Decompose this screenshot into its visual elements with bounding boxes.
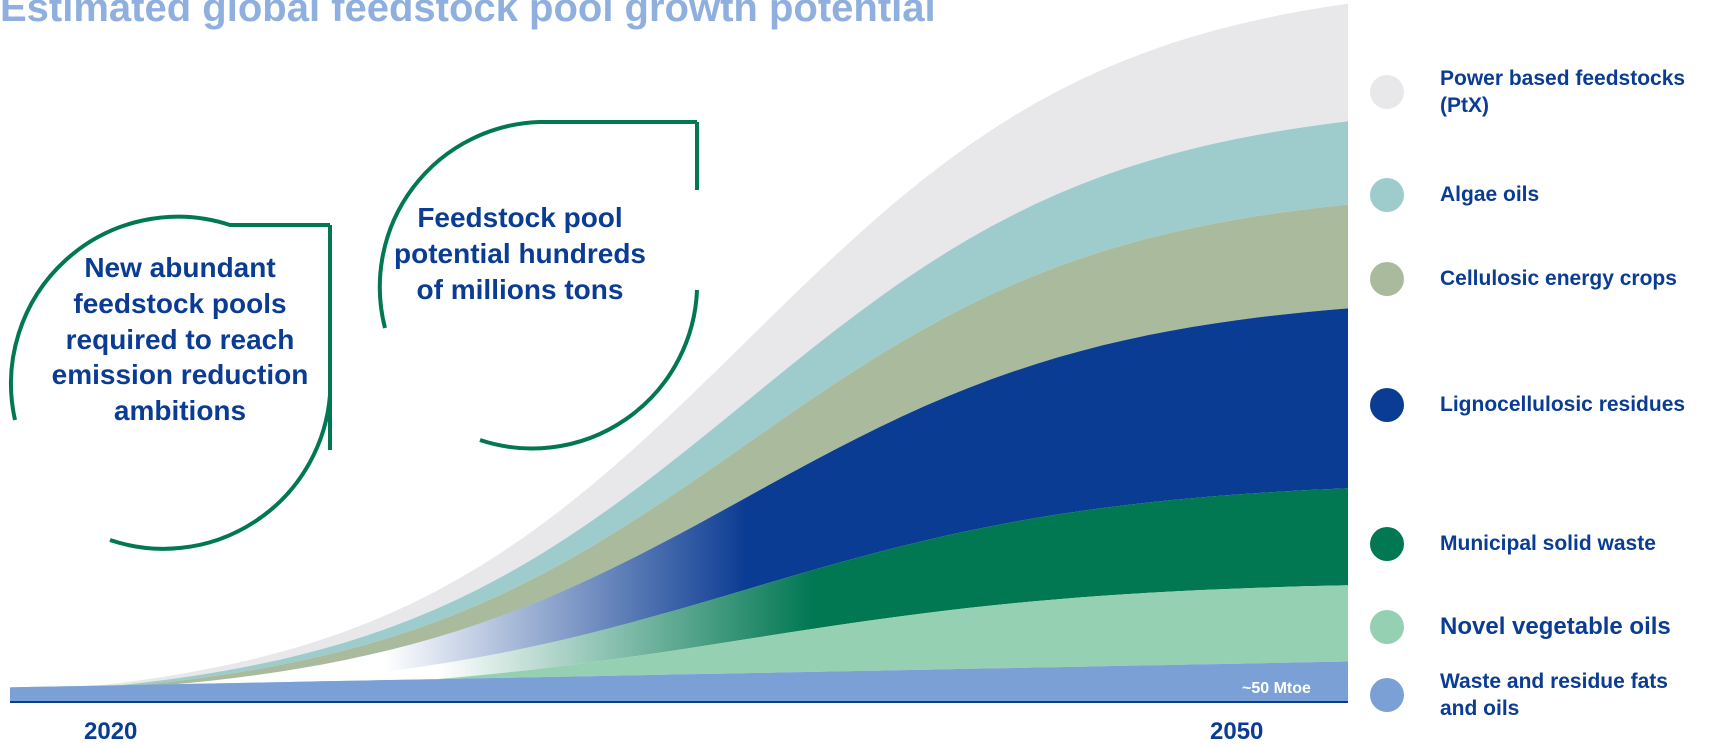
legend-item-msw: Municipal solid waste (1370, 527, 1690, 561)
legend-label: Lignocellulosic residues (1440, 393, 1686, 417)
circle-icon (1370, 75, 1404, 110)
legend-label: Novel vegetable oils (1440, 613, 1671, 641)
area-municipal-solid-waste (10, 488, 1348, 696)
annotation-50-mtoe: ~50 Mtoe (1242, 680, 1311, 697)
x-tick-2050: 2050 (1210, 718, 1264, 745)
callout-new-feedstock-pools: New abundant feedstock pools required to… (51, 252, 309, 427)
legend-item-lignocellulosic: Lignocellulosic residues (1370, 388, 1690, 422)
x-tick-2020: 2020 (84, 718, 138, 745)
legend-item-ptx: Power based feedstocks (PtX) (1370, 65, 1690, 120)
legend: Power based feedstocks (PtX) Algae oils … (1370, 0, 1721, 744)
area-series-group (10, 3, 1348, 702)
area-power-based-feedstocks-ptx (10, 3, 1348, 695)
circle-icon (1370, 678, 1404, 713)
chart-title: Estimated global feedstock pool growth p… (0, 0, 936, 30)
legend-label: Algae oils (1440, 183, 1540, 207)
legend-label: Cellulosic energy crops (1440, 267, 1677, 291)
circle-icon (1370, 262, 1404, 296)
legend-label: Waste and residue fats and oils (1440, 670, 1668, 721)
area-algae-oils (10, 121, 1348, 695)
legend-item-cellulosic: Cellulosic energy crops (1370, 262, 1690, 296)
area-cellulosic-energy-crops (10, 204, 1348, 695)
legend-item-novel-veg-oils: Novel vegetable oils (1370, 610, 1721, 644)
circle-icon (1370, 610, 1404, 644)
circle-icon (1370, 527, 1404, 561)
callout-arc-left (9, 214, 332, 551)
callout-arc-right (377, 120, 699, 451)
area-waste-and-residue-fats-and-oils (10, 661, 1348, 702)
area-lignocellulosic-residues (10, 308, 1348, 696)
legend-label: Power based feedstocks (PtX) (1440, 67, 1686, 118)
legend-item-waste-fats: Waste and residue fats and oils (1370, 668, 1690, 723)
callout-pool-potential: Feedstock pool potential hundreds of mil… (394, 202, 646, 305)
circle-icon (1370, 388, 1404, 422)
legend-item-algae: Algae oils (1370, 178, 1690, 212)
legend-label: Municipal solid waste (1440, 532, 1656, 556)
circle-icon (1370, 178, 1404, 212)
